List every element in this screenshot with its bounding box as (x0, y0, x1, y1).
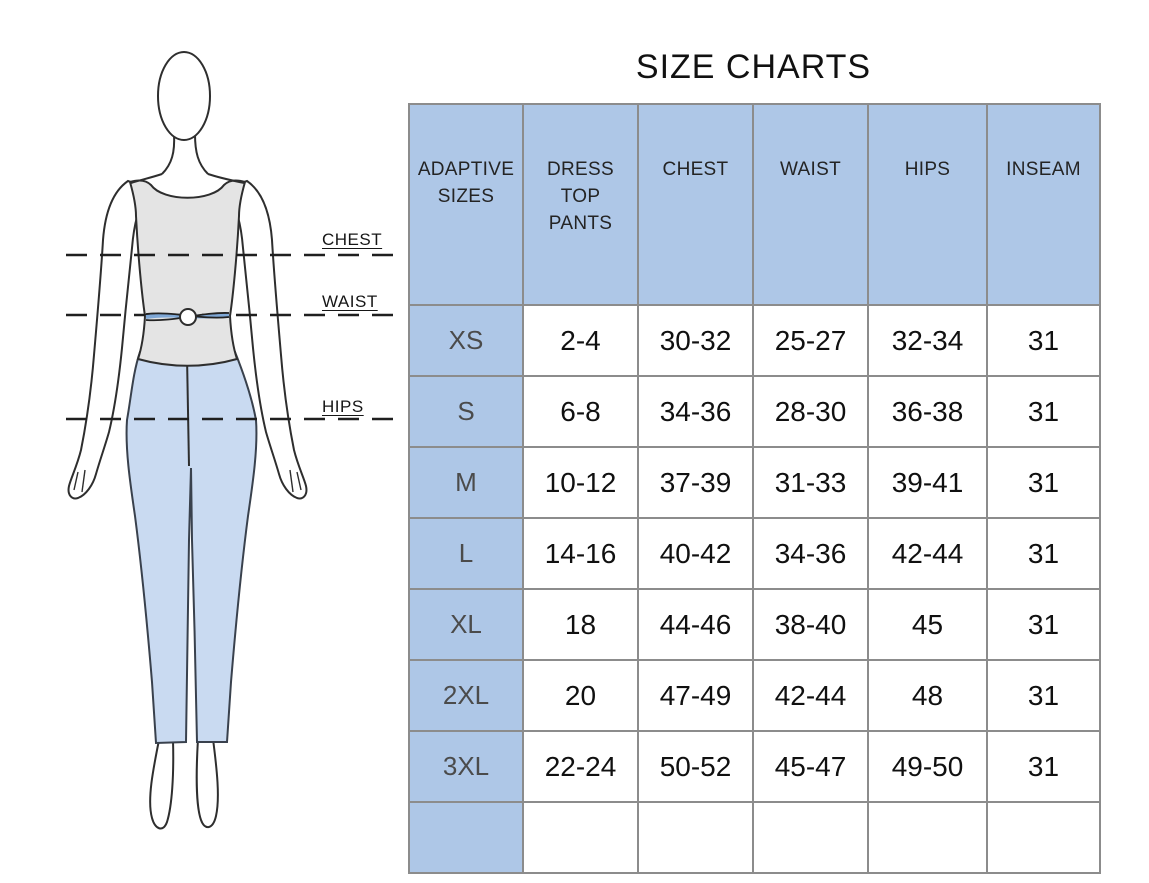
value-cell (986, 801, 1101, 874)
value-cell: 31 (986, 517, 1101, 590)
column-header-dress-top-pants: DRESS TOP PANTS (522, 103, 639, 306)
column-header-inseam: INSEAM (986, 103, 1101, 306)
chest-label: CHEST (322, 230, 383, 249)
value-cell: 32-34 (867, 304, 988, 377)
value-cell (637, 801, 754, 874)
value-cell: 31-33 (752, 446, 869, 519)
column-header-chest: CHEST (637, 103, 754, 306)
table-row-xs: XS 2-4 30-32 25-27 32-34 31 (408, 304, 1101, 377)
value-cell: 34-36 (637, 375, 754, 448)
tank-top (128, 179, 247, 367)
value-cell: 50-52 (637, 730, 754, 803)
table-row-m: M 10-12 37-39 31-33 39-41 31 (408, 446, 1101, 519)
value-cell: 31 (986, 588, 1101, 661)
value-cell (867, 801, 988, 874)
column-header-adaptive-sizes: ADAPTIVE SIZES (408, 103, 524, 306)
value-cell: 36-38 (867, 375, 988, 448)
body-measurement-figure: CHEST WAIST HIPS (0, 0, 405, 883)
value-cell: 6-8 (522, 375, 639, 448)
pants-center-seam (186, 355, 190, 467)
column-header-waist: WAIST (752, 103, 869, 306)
size-chart-table: ADAPTIVE SIZES DRESS TOP PANTS CHEST WAI… (408, 103, 1101, 874)
female-figure-illustration (66, 51, 400, 830)
size-cell (408, 801, 524, 874)
value-cell: 2-4 (522, 304, 639, 377)
right-foot (195, 738, 219, 828)
value-cell: 31 (986, 730, 1101, 803)
value-cell (522, 801, 639, 874)
left-foot (149, 739, 175, 830)
value-cell: 45 (867, 588, 988, 661)
size-cell: 2XL (408, 659, 524, 732)
value-cell: 31 (986, 304, 1101, 377)
value-cell: 47-49 (637, 659, 754, 732)
value-cell: 48 (867, 659, 988, 732)
value-cell: 45-47 (752, 730, 869, 803)
value-cell: 37-39 (637, 446, 754, 519)
value-cell: 20 (522, 659, 639, 732)
value-cell: 42-44 (752, 659, 869, 732)
value-cell: 22-24 (522, 730, 639, 803)
value-cell: 42-44 (867, 517, 988, 590)
table-row-2xl: 2XL 20 47-49 42-44 48 31 (408, 659, 1101, 732)
size-cell: 3XL (408, 730, 524, 803)
value-cell: 44-46 (637, 588, 754, 661)
size-cell: XS (408, 304, 524, 377)
size-cell: M (408, 446, 524, 519)
value-cell: 25-27 (752, 304, 869, 377)
pants (125, 351, 258, 745)
value-cell: 28-30 (752, 375, 869, 448)
value-cell: 34-36 (752, 517, 869, 590)
value-cell: 18 (522, 588, 639, 661)
value-cell: 40-42 (637, 517, 754, 590)
size-cell: S (408, 375, 524, 448)
value-cell: 31 (986, 446, 1101, 519)
value-cell: 30-32 (637, 304, 754, 377)
size-cell: XL (408, 588, 524, 661)
header-row: ADAPTIVE SIZES DRESS TOP PANTS CHEST WAI… (408, 103, 1101, 306)
value-cell: 39-41 (867, 446, 988, 519)
value-cell: 10-12 (522, 446, 639, 519)
value-cell (752, 801, 869, 874)
column-header-hips: HIPS (867, 103, 988, 306)
size-cell: L (408, 517, 524, 590)
value-cell: 31 (986, 659, 1101, 732)
head (157, 51, 211, 141)
value-cell: 38-40 (752, 588, 869, 661)
value-cell: 49-50 (867, 730, 988, 803)
page-title: SIZE CHARTS (635, 48, 872, 86)
table-row-l: L 14-16 40-42 34-36 42-44 31 (408, 517, 1101, 590)
table-row-3xl: 3XL 22-24 50-52 45-47 49-50 31 (408, 730, 1101, 803)
value-cell: 14-16 (522, 517, 639, 590)
hips-label: HIPS (322, 397, 364, 416)
value-cell: 31 (986, 375, 1101, 448)
table-row-s: S 6-8 34-36 28-30 36-38 31 (408, 375, 1101, 448)
waist-label: WAIST (322, 292, 378, 311)
left-arm (67, 179, 148, 500)
belt-buckle (179, 308, 197, 326)
table-row-empty (408, 801, 1101, 874)
table-row-xl: XL 18 44-46 38-40 45 31 (408, 588, 1101, 661)
